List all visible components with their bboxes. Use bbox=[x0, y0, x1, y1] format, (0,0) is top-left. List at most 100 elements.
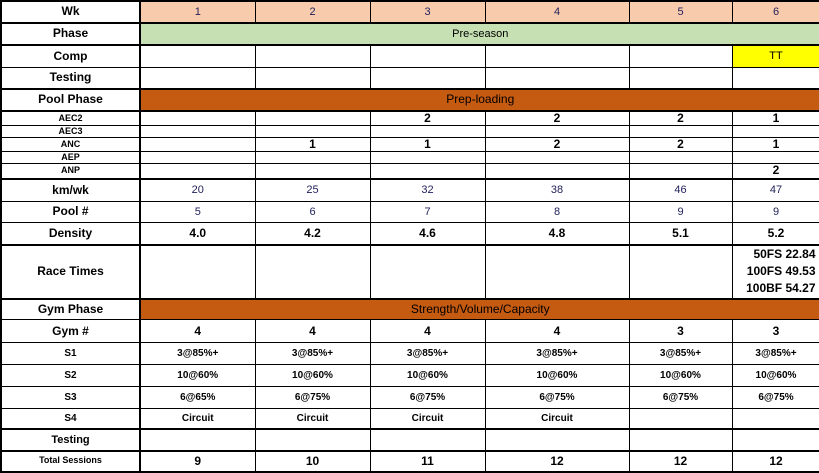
week-cell[interactable]: 4 bbox=[484, 0, 630, 24]
pool-aep-cell[interactable] bbox=[484, 151, 630, 165]
pool-aep-cell[interactable] bbox=[139, 151, 256, 165]
pool-count-cell[interactable]: 5 bbox=[139, 201, 256, 224]
week-cell[interactable]: 1 bbox=[139, 0, 256, 24]
pool-anp-cell[interactable]: 2 bbox=[731, 163, 819, 180]
comp-cell[interactable] bbox=[254, 44, 371, 68]
gym-s4-cell[interactable]: Circuit bbox=[369, 408, 486, 430]
gym-s2-cell[interactable]: 10@60% bbox=[369, 364, 486, 388]
gym-s1-cell[interactable]: 3@85%+ bbox=[731, 342, 819, 366]
race-times-cell[interactable]: 50FS 22.84 100FS 49.53 100BF 54.27 bbox=[731, 243, 819, 300]
pool-aep-cell[interactable] bbox=[254, 151, 371, 165]
gym-s2-cell[interactable]: 10@60% bbox=[139, 364, 256, 388]
testing-pool-cell[interactable] bbox=[369, 66, 486, 90]
gym-count-cell[interactable]: 4 bbox=[484, 319, 630, 344]
gym-count-cell[interactable]: 3 bbox=[628, 319, 733, 344]
pool-aec2-cell[interactable]: 1 bbox=[731, 110, 819, 127]
pool-count-cell[interactable]: 7 bbox=[369, 201, 486, 224]
gym-s3-cell[interactable]: 6@75% bbox=[731, 386, 819, 410]
race-times-cell[interactable] bbox=[628, 243, 733, 300]
pool-anp-cell[interactable] bbox=[139, 163, 256, 180]
pool-aec2-cell[interactable] bbox=[254, 110, 371, 127]
density-cell[interactable]: 5.1 bbox=[628, 222, 733, 246]
testing-pool-cell[interactable] bbox=[628, 66, 733, 90]
comp-cell[interactable] bbox=[628, 44, 733, 68]
comp-cell[interactable] bbox=[369, 44, 486, 68]
gym-s4-cell[interactable]: Circuit bbox=[484, 408, 630, 430]
testing-pool-cell[interactable] bbox=[484, 66, 630, 90]
gym-s3-cell[interactable]: 6@75% bbox=[628, 386, 733, 410]
pool-phase-value[interactable]: Prep-loading bbox=[139, 88, 819, 112]
week-cell[interactable]: 2 bbox=[254, 0, 371, 24]
week-cell[interactable]: 5 bbox=[628, 0, 733, 24]
pool-anp-cell[interactable] bbox=[484, 163, 630, 180]
gym-s4-cell[interactable] bbox=[731, 408, 819, 430]
gym-s4-cell[interactable] bbox=[628, 408, 733, 430]
pool-count-cell[interactable]: 8 bbox=[484, 201, 630, 224]
gym-s4-cell[interactable]: Circuit bbox=[139, 408, 256, 430]
pool-anp-cell[interactable] bbox=[369, 163, 486, 180]
testing-pool-cell[interactable] bbox=[731, 66, 819, 90]
pool-aec3-cell[interactable] bbox=[731, 125, 819, 139]
pool-anc-cell[interactable]: 2 bbox=[628, 137, 733, 153]
gym-s2-cell[interactable]: 10@60% bbox=[628, 364, 733, 388]
km-wk-cell[interactable]: 47 bbox=[731, 177, 819, 203]
pool-anc-cell[interactable]: 2 bbox=[484, 137, 630, 153]
testing-gym-cell[interactable] bbox=[254, 427, 371, 452]
km-wk-cell[interactable]: 32 bbox=[369, 177, 486, 203]
total-sessions-cell[interactable]: 12 bbox=[628, 449, 733, 473]
race-times-cell[interactable] bbox=[139, 243, 256, 300]
gym-s1-cell[interactable]: 3@85%+ bbox=[139, 342, 256, 366]
pool-anp-cell[interactable] bbox=[628, 163, 733, 180]
pool-count-cell[interactable]: 9 bbox=[731, 201, 819, 224]
race-times-cell[interactable] bbox=[484, 243, 630, 300]
pool-aec3-cell[interactable] bbox=[484, 125, 630, 139]
pool-anp-cell[interactable] bbox=[254, 163, 371, 180]
gym-s2-cell[interactable]: 10@60% bbox=[484, 364, 630, 388]
pool-anc-cell[interactable]: 1 bbox=[254, 137, 371, 153]
testing-pool-cell[interactable] bbox=[254, 66, 371, 90]
density-cell[interactable]: 5.2 bbox=[731, 222, 819, 246]
race-times-cell[interactable] bbox=[369, 243, 486, 300]
total-sessions-cell[interactable]: 11 bbox=[369, 449, 486, 473]
gym-s3-cell[interactable]: 6@75% bbox=[254, 386, 371, 410]
gym-s4-cell[interactable]: Circuit bbox=[254, 408, 371, 430]
total-sessions-cell[interactable]: 12 bbox=[484, 449, 630, 473]
testing-gym-cell[interactable] bbox=[731, 427, 819, 452]
comp-cell[interactable]: TT bbox=[731, 44, 819, 68]
pool-aec2-cell[interactable]: 2 bbox=[484, 110, 630, 127]
testing-gym-cell[interactable] bbox=[369, 427, 486, 452]
total-sessions-cell[interactable]: 12 bbox=[731, 449, 819, 473]
gym-s2-cell[interactable]: 10@60% bbox=[254, 364, 371, 388]
pool-aep-cell[interactable] bbox=[628, 151, 733, 165]
pool-anc-cell[interactable]: 1 bbox=[731, 137, 819, 153]
race-times-cell[interactable] bbox=[254, 243, 371, 300]
gym-s3-cell[interactable]: 6@75% bbox=[369, 386, 486, 410]
gym-s3-cell[interactable]: 6@75% bbox=[484, 386, 630, 410]
pool-aep-cell[interactable] bbox=[731, 151, 819, 165]
density-cell[interactable]: 4.8 bbox=[484, 222, 630, 246]
density-cell[interactable]: 4.6 bbox=[369, 222, 486, 246]
pool-aec3-cell[interactable] bbox=[628, 125, 733, 139]
gym-s1-cell[interactable]: 3@85%+ bbox=[369, 342, 486, 366]
gym-count-cell[interactable]: 4 bbox=[254, 319, 371, 344]
pool-anc-cell[interactable] bbox=[139, 137, 256, 153]
gym-count-cell[interactable]: 3 bbox=[731, 319, 819, 344]
gym-s1-cell[interactable]: 3@85%+ bbox=[484, 342, 630, 366]
phase-value[interactable]: Pre-season bbox=[139, 22, 819, 46]
testing-pool-cell[interactable] bbox=[139, 66, 256, 90]
testing-gym-cell[interactable] bbox=[628, 427, 733, 452]
km-wk-cell[interactable]: 25 bbox=[254, 177, 371, 203]
testing-gym-cell[interactable] bbox=[139, 427, 256, 452]
gym-count-cell[interactable]: 4 bbox=[369, 319, 486, 344]
testing-gym-cell[interactable] bbox=[484, 427, 630, 452]
km-wk-cell[interactable]: 46 bbox=[628, 177, 733, 203]
gym-count-cell[interactable]: 4 bbox=[139, 319, 256, 344]
total-sessions-cell[interactable]: 9 bbox=[139, 449, 256, 473]
gym-s2-cell[interactable]: 10@60% bbox=[731, 364, 819, 388]
pool-aec3-cell[interactable] bbox=[139, 125, 256, 139]
gym-s1-cell[interactable]: 3@85%+ bbox=[628, 342, 733, 366]
pool-aep-cell[interactable] bbox=[369, 151, 486, 165]
comp-cell[interactable] bbox=[139, 44, 256, 68]
gym-s1-cell[interactable]: 3@85%+ bbox=[254, 342, 371, 366]
gym-phase-value[interactable]: Strength/Volume/Capacity bbox=[139, 297, 819, 321]
